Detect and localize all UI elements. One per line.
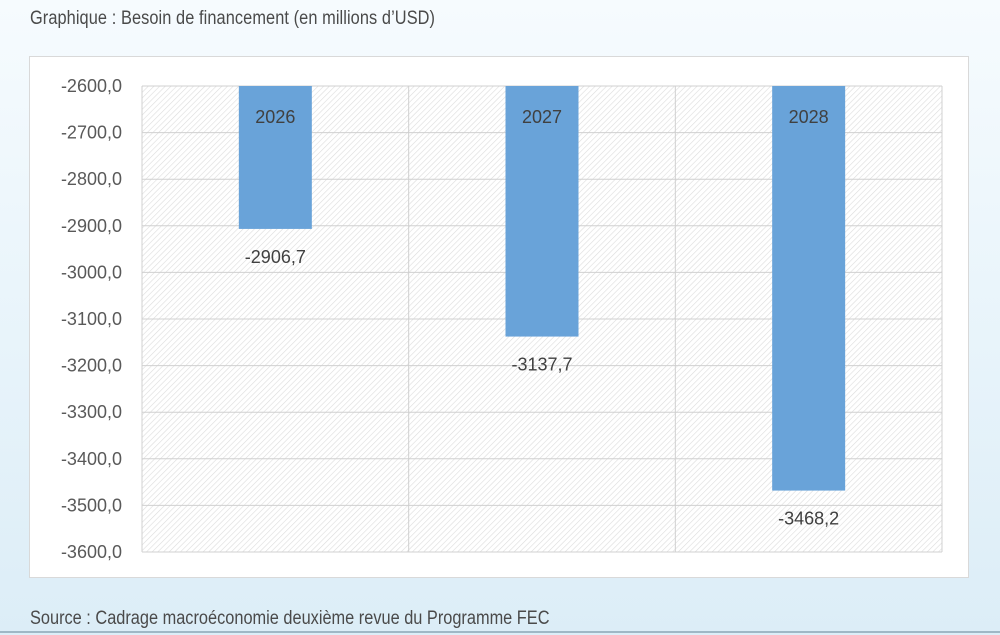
y-tick-label: -2600,0: [61, 76, 122, 96]
y-tick-label: -3300,0: [61, 402, 122, 422]
category-label: 2027: [522, 107, 562, 127]
y-tick-label: -3400,0: [61, 449, 122, 469]
category-label: 2026: [255, 107, 295, 127]
y-tick-label: -3200,0: [61, 356, 122, 376]
data-label: -3137,7: [511, 355, 572, 375]
y-tick-label: -2800,0: [61, 169, 122, 189]
bar: [772, 86, 846, 491]
data-label: -2906,7: [245, 247, 306, 267]
y-tick-label: -2700,0: [61, 123, 122, 143]
bar: [505, 86, 579, 337]
bar-chart: -2600,0 -2700,0 -2800,0 -2900,0 -3000,0 -3100…: [61, 76, 943, 562]
chart-area: -2600,0 -2700,0 -2800,0 -2900,0 -3000,0 -3100…: [29, 56, 969, 578]
category-label: 2028: [789, 107, 829, 127]
source-note: Source : Cadrage macroéconomie deuxième …: [30, 608, 550, 629]
bar: [238, 86, 312, 229]
y-tick-label: -3000,0: [61, 262, 122, 282]
bottom-divider: [0, 631, 1000, 633]
data-label: -3468,2: [778, 509, 839, 529]
chart-title: Graphique : Besoin de financement (en mi…: [30, 8, 436, 29]
y-tick-label: -2900,0: [61, 216, 122, 236]
y-tick-label: -3100,0: [61, 309, 122, 329]
y-tick-label: -3500,0: [61, 495, 122, 515]
y-tick-label: -3600,0: [61, 542, 122, 562]
